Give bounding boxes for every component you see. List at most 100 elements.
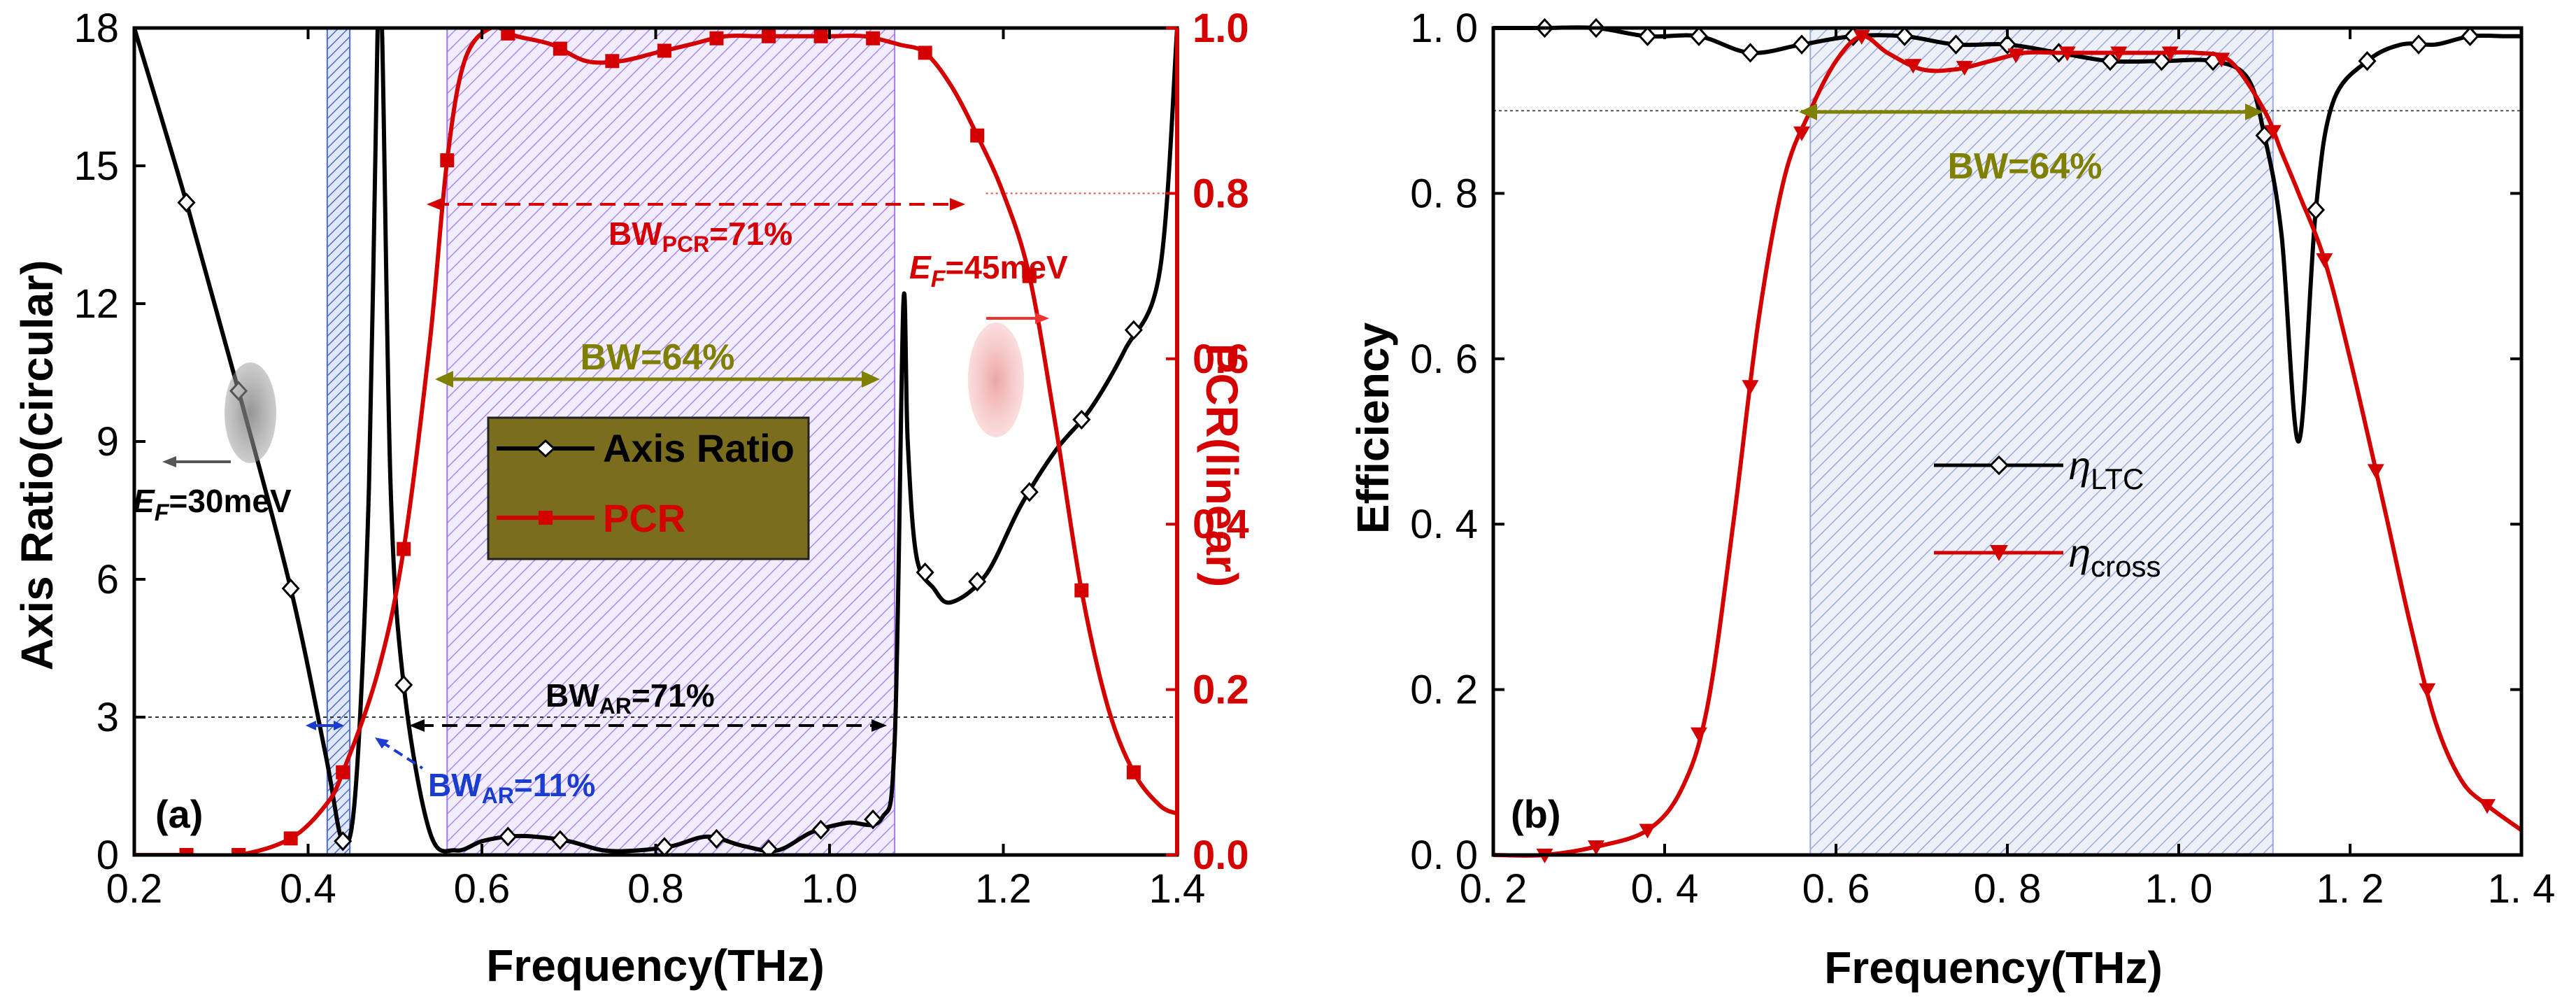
- pcr-marker: [1074, 583, 1089, 598]
- ltc-marker: [1895, 26, 1914, 47]
- pointer-line: [380, 740, 424, 770]
- shaded-band: [326, 27, 351, 856]
- y-tick-label-left: 0: [97, 833, 119, 878]
- legend-label-cross: ηcross: [2069, 531, 2161, 583]
- bw-pcr-label: BWPCR=71%: [609, 215, 792, 257]
- pcr-marker: [813, 29, 828, 43]
- legend-a: Axis Ratio PCR: [487, 416, 810, 560]
- y-tick-label-right: 0.8: [1193, 171, 1249, 216]
- pcr-marker: [397, 542, 411, 556]
- x-tick-label: 0.6: [454, 866, 511, 912]
- ltc-marker: [2409, 34, 2428, 55]
- y-tick-label-left: 9: [97, 419, 119, 465]
- bw-annotation-b: BW=64%: [1799, 104, 2263, 187]
- x-tick-label: 1.0: [802, 866, 858, 912]
- cross-marker: [2264, 125, 2282, 140]
- x-tick-label: 0. 8: [1974, 866, 2042, 912]
- pcr-marker: [866, 31, 881, 45]
- axis-ratio-marker: [707, 828, 726, 849]
- axis-ratio-marker: [811, 819, 830, 840]
- bw-label-b: BW=64%: [1947, 146, 2102, 187]
- bw-ar-small-label: BWAR=11%: [428, 767, 595, 808]
- axis-ratio-marker: [968, 572, 987, 592]
- pcr-marker: [970, 128, 985, 143]
- x-tick-label: 1. 0: [2145, 866, 2213, 912]
- axis-ratio-marker: [655, 837, 674, 855]
- pcr-marker: [553, 41, 567, 56]
- pcr-marker: [179, 848, 194, 855]
- cross-marker: [2479, 799, 2496, 814]
- legend-label-axis-ratio: Axis Ratio: [603, 426, 795, 470]
- arrow-head-icon: [427, 198, 442, 211]
- bw-pcr-annotation: BWPCR=71%: [427, 198, 965, 257]
- x-tick-label: 0.4: [280, 866, 336, 912]
- legend-label-pcr: PCR: [603, 496, 685, 540]
- bandwidth-shading: [1809, 27, 2274, 856]
- panel-b: 0. 2 0. 4 0. 6 0. 8 1. 0 1. 2 1. 40. 00. 20. 4…: [1348, 6, 2555, 993]
- arrow-head-icon: [375, 737, 389, 749]
- reference-lines: [134, 192, 1177, 718]
- arrow-head-icon: [435, 371, 453, 388]
- axis-ratio-marker: [864, 809, 883, 830]
- y-tick-label-right: 0.2: [1193, 667, 1249, 713]
- arrow-head-icon: [871, 719, 887, 732]
- axis-ratio-marker: [499, 826, 518, 847]
- arrow-head-icon: [1035, 313, 1049, 324]
- axis-ratio-marker: [394, 674, 413, 695]
- x-tick-label: 1.2: [975, 866, 1032, 912]
- highlight-ellipse: [968, 323, 1024, 437]
- arrow-head-icon: [162, 456, 176, 467]
- panel-label-b: (b): [1511, 792, 1561, 836]
- y-tick-label: 0. 0: [1410, 833, 1478, 878]
- y-tick-label-right: 0.4: [1193, 502, 1249, 547]
- triangle-marker-icon: [1990, 545, 2008, 561]
- axis-ratio-marker: [759, 839, 778, 855]
- ltc-marker: [2358, 51, 2377, 71]
- pcr-marker: [709, 31, 724, 45]
- bw-ar-annotation: BWAR=71%: [409, 677, 887, 732]
- y-tick-label-left: 15: [73, 143, 119, 189]
- square-marker-icon: [539, 511, 553, 525]
- x-tick-label: 0.2: [106, 866, 163, 912]
- axis-ratio-marker: [1020, 482, 1039, 502]
- cross-marker: [1956, 61, 1973, 76]
- cross-marker: [1905, 59, 1922, 74]
- pcr-marker: [1022, 269, 1037, 283]
- legend-b: ηLTC ηcross: [1934, 444, 2161, 583]
- arrow-head-icon: [334, 721, 344, 730]
- x-tick-label: 1. 4: [2488, 866, 2556, 912]
- y-tick-label-left: 12: [73, 281, 119, 327]
- axis-ratio-marker: [177, 192, 196, 213]
- pcr-marker: [283, 831, 298, 846]
- arrow-head-icon: [306, 721, 316, 730]
- ltc-marker: [2100, 51, 2120, 71]
- cross-marker: [2419, 683, 2436, 698]
- cross-marker: [1793, 126, 1810, 141]
- cross-marker: [1742, 380, 1759, 395]
- ltc-marker: [2461, 26, 2479, 47]
- y-axis-label-left: Axis Ratio(circular): [12, 260, 62, 671]
- cross-marker: [1588, 840, 1604, 856]
- y-tick-label: 0. 2: [1410, 667, 1478, 713]
- cross-marker: [1853, 29, 1870, 45]
- ef-left-label: EF=30meV: [133, 483, 292, 526]
- pcr-marker: [605, 54, 620, 69]
- pcr-line: [134, 28, 1177, 855]
- shaded-band: [1809, 27, 2274, 856]
- x-tick-label: 0. 4: [1631, 866, 1699, 912]
- x-tick-label: 0.8: [627, 866, 684, 912]
- y-axis-label-b: Efficiency: [1348, 322, 1398, 534]
- x-tick-label: 1.4: [1149, 866, 1206, 912]
- diamond-marker-icon: [1988, 455, 2009, 476]
- x-axis-label-b: Frequency(THz): [1824, 942, 2163, 993]
- ltc-marker: [2306, 199, 2326, 220]
- series-layer: [1493, 17, 2523, 863]
- bw-center-label: BW=64%: [580, 337, 734, 378]
- axis-ratio-marker: [1124, 320, 1143, 340]
- y-tick-label-right: 1.0: [1193, 6, 1249, 51]
- cross-marker: [2161, 46, 2179, 62]
- axis-ratio-marker: [281, 578, 300, 599]
- cross-marker: [2110, 46, 2128, 62]
- x-tick-label: 1. 2: [2317, 866, 2384, 912]
